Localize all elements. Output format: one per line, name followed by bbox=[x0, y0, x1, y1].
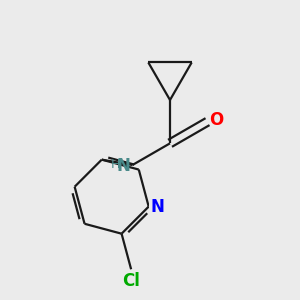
Text: N: N bbox=[150, 198, 164, 216]
Text: N: N bbox=[117, 157, 131, 175]
Text: Cl: Cl bbox=[122, 272, 140, 290]
Text: O: O bbox=[209, 111, 224, 129]
Text: H: H bbox=[110, 158, 120, 171]
